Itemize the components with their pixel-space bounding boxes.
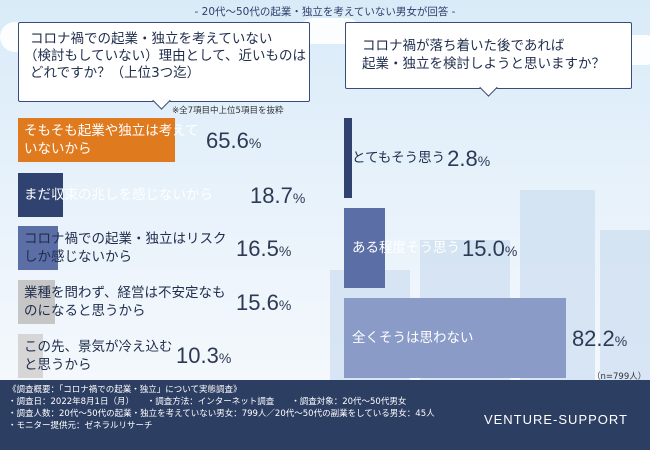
left-bar-2 (18, 173, 63, 217)
right-bar-3 (344, 298, 566, 378)
sample-size: （n=799人） (592, 372, 647, 382)
right-value-3: 82.2% (571, 326, 628, 351)
left-bar-1 (18, 118, 176, 162)
right-question-line-1: コロナ禍が落ち着いた後であれば (362, 38, 565, 54)
left-bar-3 (18, 226, 58, 270)
right-label-1: とてもそう思う (352, 150, 446, 166)
right-question-box (345, 22, 632, 89)
left-value-3: 16.5% (236, 236, 292, 261)
left-bar-5 (18, 334, 43, 378)
right-label-2: ある程度そう思う (352, 240, 460, 256)
left-question-line-1: コロナ禍での起業・独立を考えていない (30, 31, 273, 47)
brand-logo: VENTURE-SUPPORT (483, 412, 628, 427)
footer-line-2: ・調査日：2022年8月1日（月） ・調査方法：インターネット調査 ・調査対象：… (8, 397, 407, 407)
left-label-5: この先、景気が冷え込むと思うから (24, 339, 173, 373)
right-question-line-2: 起業・独立を検討しようと思いますか？ (362, 56, 605, 72)
right-bar-1 (344, 118, 352, 198)
right-value-2: 15.0% (462, 236, 518, 261)
footer (0, 380, 650, 450)
left-label-2: まだ収束の兆しを感じないから (24, 187, 213, 203)
left-question-line-2: （検討もしていない）理由として、近いものは (24, 48, 307, 64)
building-decoration (600, 230, 650, 380)
left-note: ※全7項目中上位5項目を抜粋 (172, 106, 284, 116)
left-question-box (18, 22, 310, 102)
right-value-1: 2.8% (447, 146, 491, 171)
footer-line-4: ・モニター提供元：ゼネラルリサーチ (8, 421, 153, 431)
left-label-3: コロナ禍での起業・独立はリスクしか感じないから (24, 231, 227, 265)
left-value-2: 18.7% (250, 183, 306, 208)
left-question-line-3: どれですか？（上位3つ迄） (30, 65, 201, 81)
page-header: - 20代～50代の起業・独立を考えていない男女が回答 - (194, 6, 456, 18)
left-label-1: そもそも起業や独立は考えていないから (24, 123, 199, 157)
left-value-5: 10.3% (176, 343, 232, 368)
left-label-4: 業種を問わず、経営は不安定なものになると思うから (24, 285, 226, 319)
footer-line-1: 《調査概要：「コロナ禍での起業・独立」について実態調査》 (8, 385, 242, 395)
left-bar-4 (18, 280, 56, 324)
left-value-4: 15.6% (236, 290, 292, 315)
right-bar-2 (344, 208, 385, 288)
footer-line-3: ・調査人数：20代～50代の起業・独立を考えていない男女：799人／20代～50… (8, 409, 435, 419)
right-label-3: 全くそうは思わない (352, 330, 474, 346)
left-value-1: 65.6% (206, 128, 262, 153)
